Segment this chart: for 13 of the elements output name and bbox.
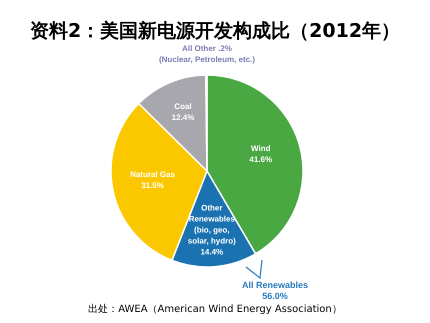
data-label: 14.4% xyxy=(200,247,224,256)
text: (Nuclear, Petroleum, etc.) xyxy=(158,55,256,64)
data-label: 12.4% xyxy=(172,112,194,122)
text: All Renewables 56.0% xyxy=(240,280,310,302)
chart-title: 资料2：美国新电源开发构成比（2012年） xyxy=(28,19,402,44)
slice-label: Natural Gas xyxy=(130,170,176,180)
text: 出处：AWEA（American Wind Energy Association） xyxy=(87,302,343,316)
slice-label: Wind xyxy=(250,144,271,153)
data-label: 31.5% xyxy=(141,181,164,190)
slice-label: Coal xyxy=(174,102,192,111)
data-label: 41.6% xyxy=(249,154,272,164)
slice-label: All Other .2% xyxy=(182,44,232,53)
slice-label: Other Renewables (bio, geo, solar, hydro) xyxy=(188,203,236,246)
